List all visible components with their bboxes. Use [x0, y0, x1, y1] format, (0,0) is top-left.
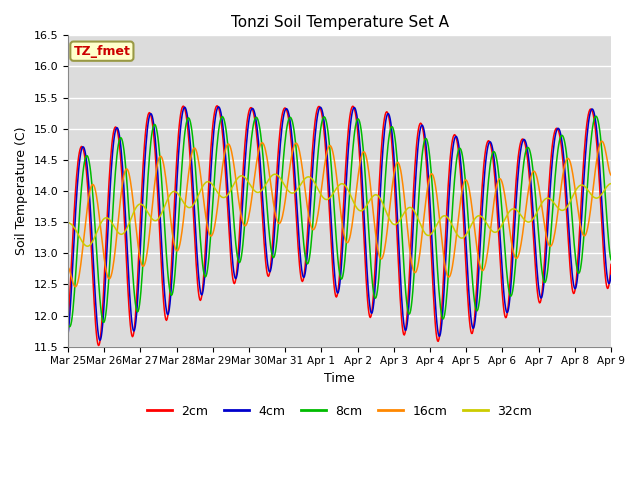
Title: Tonzi Soil Temperature Set A: Tonzi Soil Temperature Set A	[230, 15, 449, 30]
Legend: 2cm, 4cm, 8cm, 16cm, 32cm: 2cm, 4cm, 8cm, 16cm, 32cm	[141, 400, 538, 423]
Y-axis label: Soil Temperature (C): Soil Temperature (C)	[15, 127, 28, 255]
Text: TZ_fmet: TZ_fmet	[74, 45, 131, 58]
X-axis label: Time: Time	[324, 372, 355, 385]
